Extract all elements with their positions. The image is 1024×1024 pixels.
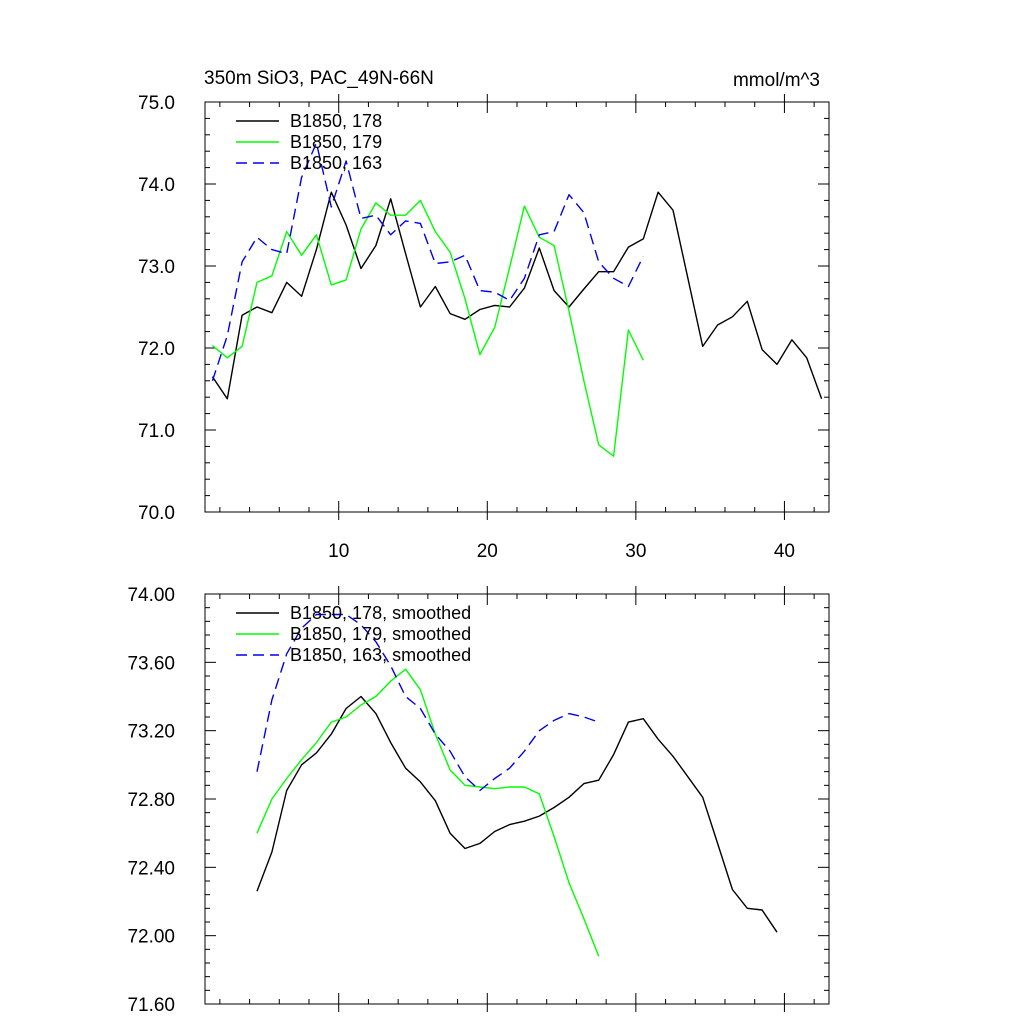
x-tick-label: 20 xyxy=(477,541,498,562)
legend-label: B1850, 178, smoothed xyxy=(290,603,471,623)
legend-label: B1850, 179, smoothed xyxy=(290,624,471,644)
top-panel: 350m SiO3, PAC_49N-66N mmol/m^3 10 20 30 40… xyxy=(138,68,830,562)
series-line xyxy=(211,191,823,400)
top-panel-title: 350m SiO3, PAC_49N-66N xyxy=(204,68,434,89)
y-tick-label: 75.0 xyxy=(138,93,175,114)
legend-label: B1850, 178 xyxy=(290,111,382,131)
series-line xyxy=(256,668,600,957)
y-tick-label: 73.0 xyxy=(138,257,175,278)
y-tick-label: 74.00 xyxy=(127,585,175,606)
y-tick-label: 72.00 xyxy=(127,927,175,948)
y-tick-label: 74.0 xyxy=(138,175,175,196)
series-line xyxy=(211,199,644,457)
x-tick-label: 10 xyxy=(328,541,349,562)
x-tick-label: 30 xyxy=(625,541,646,562)
series-line xyxy=(211,142,644,382)
y-tick-label: 72.80 xyxy=(127,790,175,811)
y-tick-label: 71.0 xyxy=(138,421,175,442)
y-tick-label: 72.0 xyxy=(138,339,175,360)
y-tick-label: 73.60 xyxy=(127,653,175,674)
legend-label: B1850, 179 xyxy=(290,132,382,152)
y-tick-label: 71.60 xyxy=(127,995,175,1016)
x-tick-label: 40 xyxy=(774,541,795,562)
bottom-panel: 71.60 72.00 72.40 72.80 73.20 73.60 74.00 B1850… xyxy=(127,585,830,1016)
y-tick-label: 70.0 xyxy=(138,503,175,524)
y-tick-label: 73.20 xyxy=(127,722,175,743)
legend-label: B1850, 163, smoothed xyxy=(290,645,471,665)
series-line xyxy=(256,695,778,933)
legend-label: B1850, 163 xyxy=(290,153,382,173)
series-line xyxy=(256,613,599,792)
y-tick-label: 72.40 xyxy=(127,858,175,879)
top-panel-units: mmol/m^3 xyxy=(733,70,820,91)
